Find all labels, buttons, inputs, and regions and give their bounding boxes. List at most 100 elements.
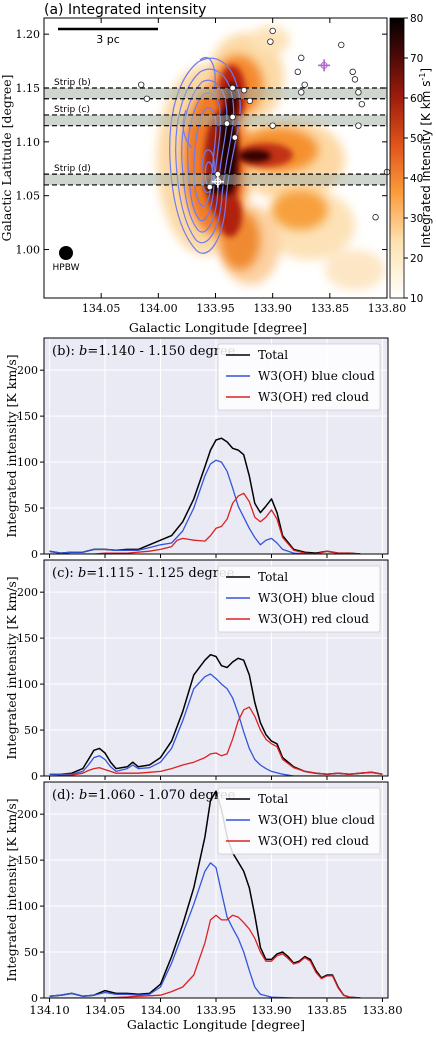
colorbar-label: Integrated intensity [K km s-1] [418,68,433,248]
blue-cloud-line [49,459,361,554]
xtick-label: 134.05 [85,1003,125,1017]
source-markers [137,27,391,221]
ytick-label: 0 [31,770,38,783]
source-circle [229,113,236,121]
map-ytick-label: 1.20 [16,28,41,41]
spectrum-series-group [49,653,383,776]
legend-entry: W3(OH) red cloud [258,612,369,626]
title-prefix: (d): [52,788,79,803]
source-circle [223,120,231,127]
beam-label: HPBW [53,263,80,273]
title-rest: =1.115 - 1.125 degree [86,566,234,581]
source-circle [206,183,213,191]
map-ylabel: Galactic Latitude [degree] [0,74,14,241]
legend: Total W3(OH) blue cloud W3(OH) red cloud [217,565,381,633]
colorbar [389,17,405,299]
map-ytick-label: 1.05 [16,190,41,203]
ytick-label: 200 [17,364,38,377]
source-cross-ring [214,178,222,186]
title-rest: =1.140 - 1.150 degree [87,344,235,359]
legend-entry: W3(OH) red cloud [258,834,369,848]
spectrum-title: (c): b=1.115 - 1.125 degree [52,566,235,581]
map-ytick-label: 1.10 [16,136,41,149]
strip-band [44,88,387,99]
source-circle [349,68,356,76]
colorbar-tick-label: 50 [410,133,423,145]
colorbar-tick-label: 70 [410,53,423,65]
colorbar-tick-label: 60 [410,93,423,105]
title-prefix: (c): [52,566,78,581]
map-xtick-label: 133.90 [253,302,292,315]
source-circle [143,95,151,102]
source-circle [301,81,308,88]
title-prefix: (b): [52,344,79,359]
legend-entry: W3(OH) blue cloud [258,813,375,827]
legend: Total W3(OH) blue cloud W3(OH) red cloud [217,787,381,855]
xtick-label: 133.80 [362,1003,402,1017]
map-axes: 134.05 134.00 133.95 133.90 133.85 133.80 1.00… [16,18,407,315]
colorbar-tick-label: 30 [410,213,423,225]
ytick-label: 200 [17,586,38,599]
source-circle [229,84,236,92]
ytick-label: 150 [17,854,38,867]
spectrum-series-group [49,437,361,554]
colorbar-tick-label: 10 [410,293,423,305]
xtick-label: 133.90 [251,1003,291,1017]
source-circle [338,41,345,49]
colorbar-ticks: 10 20 30 40 50 60 70 80 [404,13,423,305]
source-circle [298,89,305,96]
map-ytick-label: 1.00 [16,244,41,257]
source-circle [267,38,274,45]
spectrum-xlabel: Galactic Longitude [degree] [127,1017,305,1032]
ytick-label: 0 [31,548,38,561]
red-cloud-line [49,914,361,998]
title-variable: b [79,788,87,803]
spectrum-panel-d: 0 50 100 150 200 134.10 134.05 134.00 133.95 133.… [4,781,403,1032]
legend-box [217,565,381,633]
source-circle [269,27,276,35]
ytick-label: 100 [17,900,38,913]
total-line [49,790,361,998]
map-title: (a) Integrated intensity [44,2,206,18]
blue-cloud-line [49,673,383,776]
xtick-label: 134.10 [29,1003,69,1017]
source-circle [231,134,239,141]
source-circle [269,122,276,129]
spectrum-series-group [49,790,361,998]
colorbar-tick-label: 40 [410,173,423,185]
title-rest: =1.060 - 1.070 degree [87,788,235,803]
legend-box [217,787,381,855]
source-circle [355,89,362,96]
legend-entry: Total [258,570,288,584]
xtick-label: 134.00 [140,1003,180,1017]
xtick-label: 133.95 [196,1003,236,1017]
source-circle [137,81,145,88]
strip-band [44,114,387,126]
source-circle [246,97,253,105]
map-xtick-label: 134.00 [139,302,178,315]
source-circle [298,54,305,62]
ytick-label: 50 [24,502,38,515]
legend-entry: W3(OH) red cloud [258,390,369,404]
ytick-label: 50 [24,946,38,959]
strip-label: Strip (b) [54,78,91,88]
source-circle [294,68,302,76]
ytick-label: 200 [17,808,38,821]
spectrum-title: (b): b=1.140 - 1.150 degree [52,344,236,359]
source-circle [240,86,248,94]
ytick-label: 0 [31,992,38,1005]
legend-entry: W3(OH) blue cloud [258,591,375,605]
source-circle [351,76,359,83]
ytick-label: 150 [17,632,38,645]
source-circle [355,122,362,129]
legend-entry: W3(OH) blue cloud [258,369,375,383]
map-ytick-label: 1.15 [16,82,41,95]
map-xtick-label: 133.80 [368,302,407,315]
legend: Total W3(OH) blue cloud W3(OH) red cloud [217,343,381,411]
spectrum-title: (d): b=1.060 - 1.070 degree [52,788,236,803]
spectrum-ylabel: Integrated intensity [K km/s] [4,576,19,759]
strip-label: Strip (c) [54,105,90,115]
